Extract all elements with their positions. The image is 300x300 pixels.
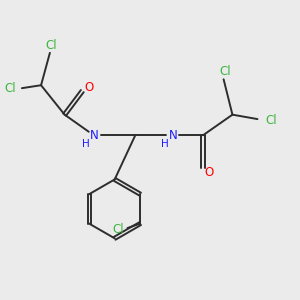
- Text: O: O: [84, 81, 93, 94]
- Text: H: H: [82, 139, 90, 148]
- Text: H: H: [161, 139, 169, 148]
- Text: Cl: Cl: [112, 223, 124, 236]
- Text: Cl: Cl: [4, 82, 16, 95]
- Text: N: N: [169, 129, 178, 142]
- Text: Cl: Cl: [219, 65, 231, 79]
- Text: Cl: Cl: [46, 39, 57, 52]
- Text: O: O: [205, 166, 214, 178]
- Text: N: N: [90, 129, 98, 142]
- Text: Cl: Cl: [266, 114, 277, 127]
